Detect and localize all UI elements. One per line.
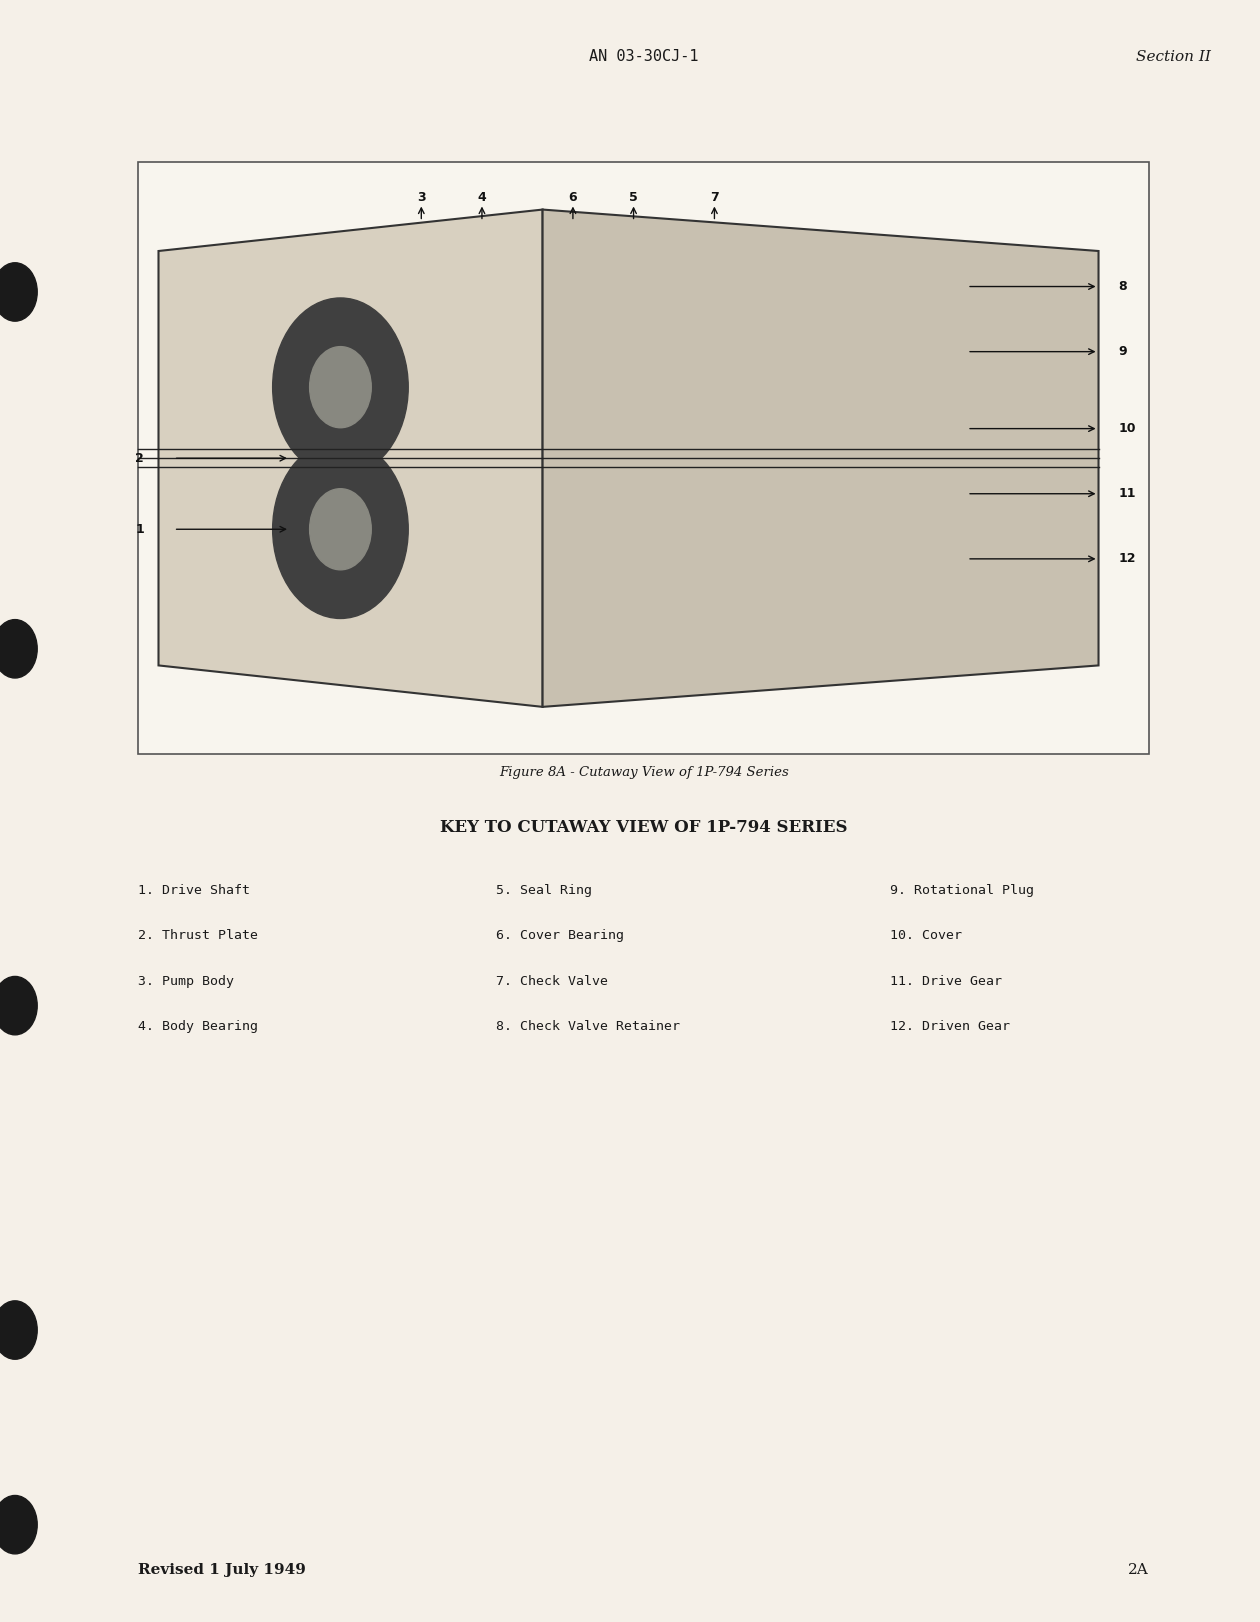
- Circle shape: [310, 488, 372, 569]
- Text: AN 03-30CJ-1: AN 03-30CJ-1: [588, 49, 698, 65]
- Text: 9: 9: [1119, 345, 1128, 358]
- Circle shape: [272, 298, 408, 477]
- Text: 11. Drive Gear: 11. Drive Gear: [891, 975, 1002, 988]
- Polygon shape: [543, 209, 1099, 707]
- Text: 9. Rotational Plug: 9. Rotational Plug: [891, 884, 1034, 897]
- Text: 10: 10: [1119, 422, 1137, 435]
- Circle shape: [272, 440, 408, 618]
- Circle shape: [310, 347, 372, 428]
- Text: 6: 6: [568, 191, 577, 204]
- Text: 5. Seal Ring: 5. Seal Ring: [495, 884, 592, 897]
- Text: Section II: Section II: [1137, 50, 1211, 63]
- Text: 3: 3: [417, 191, 426, 204]
- Circle shape: [0, 1495, 38, 1554]
- Text: 1: 1: [135, 522, 144, 535]
- Text: 10. Cover: 10. Cover: [891, 929, 963, 942]
- Text: 2A: 2A: [1128, 1562, 1149, 1577]
- Text: 7: 7: [711, 191, 718, 204]
- Text: 7. Check Valve: 7. Check Valve: [495, 975, 607, 988]
- Text: 4: 4: [478, 191, 486, 204]
- Text: KEY TO CUTAWAY VIEW OF 1P-794 SERIES: KEY TO CUTAWAY VIEW OF 1P-794 SERIES: [440, 819, 848, 835]
- Circle shape: [0, 976, 38, 1035]
- Text: 5: 5: [629, 191, 638, 204]
- Text: 1. Drive Shaft: 1. Drive Shaft: [139, 884, 251, 897]
- Text: 4. Body Bearing: 4. Body Bearing: [139, 1020, 258, 1033]
- Text: Figure 8A - Cutaway View of 1P-794 Series: Figure 8A - Cutaway View of 1P-794 Serie…: [499, 766, 789, 779]
- Circle shape: [0, 1301, 38, 1359]
- Text: 11: 11: [1119, 487, 1137, 500]
- Polygon shape: [159, 209, 543, 707]
- Circle shape: [0, 263, 38, 321]
- Bar: [139, 162, 1149, 754]
- Text: 6. Cover Bearing: 6. Cover Bearing: [495, 929, 624, 942]
- Text: 3. Pump Body: 3. Pump Body: [139, 975, 234, 988]
- Text: Revised 1 July 1949: Revised 1 July 1949: [139, 1562, 306, 1577]
- Circle shape: [0, 620, 38, 678]
- Text: 8: 8: [1119, 281, 1128, 294]
- Text: 12: 12: [1119, 553, 1137, 566]
- Text: 2: 2: [135, 451, 144, 466]
- Text: 2. Thrust Plate: 2. Thrust Plate: [139, 929, 258, 942]
- Text: 12. Driven Gear: 12. Driven Gear: [891, 1020, 1011, 1033]
- Text: 8. Check Valve Retainer: 8. Check Valve Retainer: [495, 1020, 679, 1033]
- Bar: [139, 162, 1149, 754]
